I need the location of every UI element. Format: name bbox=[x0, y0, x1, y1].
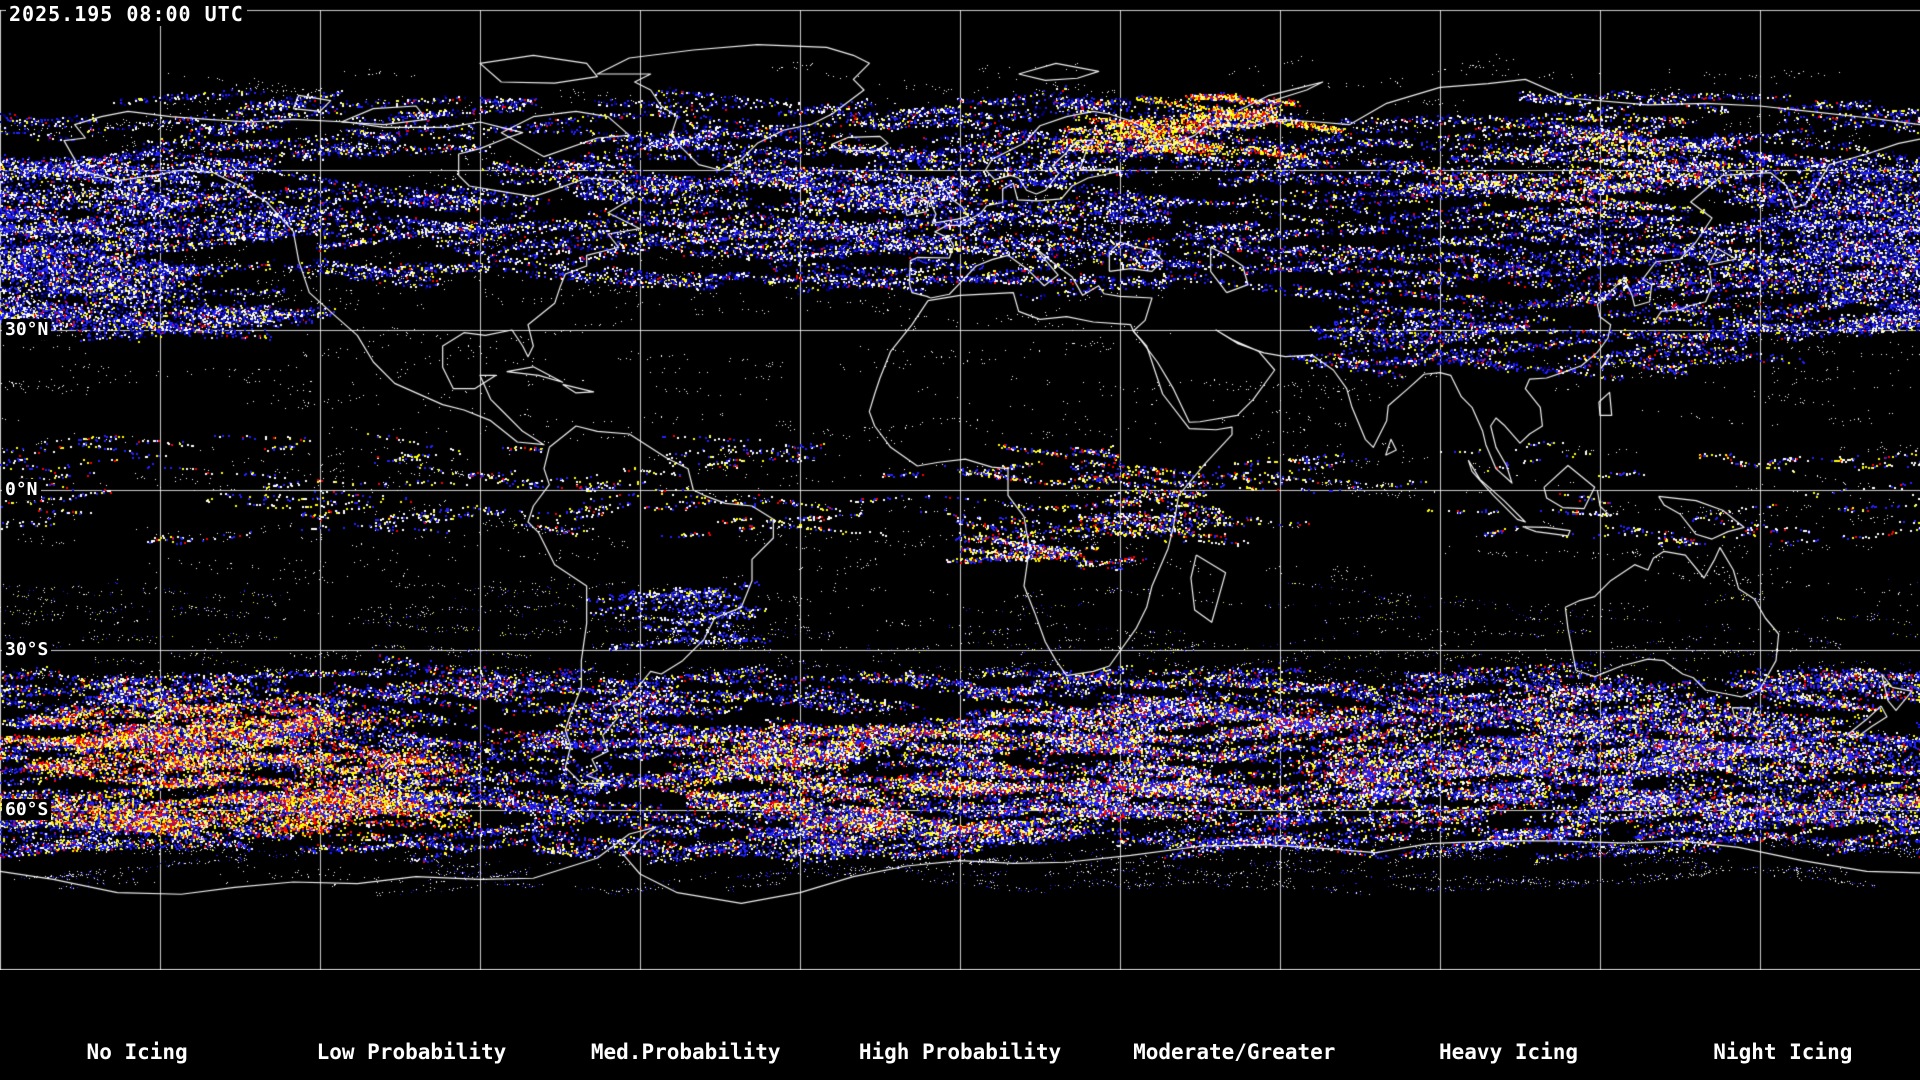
legend-label-line1: No Icing bbox=[86, 1040, 188, 1064]
legend-item-high-prob: High Probability of Light Icing bbox=[823, 970, 1097, 1080]
legend-label-line1: Heavy Icing bbox=[1439, 1040, 1579, 1064]
legend-label-line1: High Probability bbox=[858, 1040, 1062, 1064]
legend-label-no-icing-retrieval: No Icing Retrieval bbox=[80, 985, 194, 1080]
lat-label-30n: 30°N bbox=[2, 319, 52, 340]
lat-label-0n: 0°N bbox=[2, 479, 41, 500]
legend-item-no-icing-retrieval: No Icing Retrieval bbox=[0, 970, 274, 1080]
legend-item-med-prob: Med.Probability of Light Icing bbox=[549, 970, 823, 1080]
legend-label-line1: Night Icing bbox=[1713, 1040, 1853, 1064]
lat-label-60s: 60°S bbox=[2, 799, 52, 820]
legend-label-high-prob: High Probability of Light Icing bbox=[859, 985, 1061, 1080]
legend-label-heavy-icing: Heavy Icing bbox=[1439, 985, 1578, 1080]
lat-label-30s: 30°S bbox=[2, 639, 52, 660]
legend-bar: No Icing Retrieval Low Probability of Li… bbox=[0, 970, 1920, 1080]
legend-label-moderate-greater: Moderate/Greater Icing Likely bbox=[1133, 985, 1335, 1080]
legend-label-med-prob: Med.Probability of Light Icing bbox=[591, 985, 781, 1080]
legend-label-low-prob: Low Probability of Light Icing bbox=[317, 985, 507, 1080]
legend-item-night-icing: Night Icing bbox=[1646, 970, 1920, 1080]
legend-item-moderate-greater: Moderate/Greater Icing Likely bbox=[1097, 970, 1371, 1080]
global-icing-map-canvas bbox=[0, 0, 1920, 970]
legend-label-line1: Low Probability bbox=[316, 1040, 507, 1064]
legend-label-line1: Moderate/Greater bbox=[1133, 1040, 1336, 1064]
legend-item-heavy-icing: Heavy Icing bbox=[1371, 970, 1645, 1080]
legend-label-night-icing: Night Icing bbox=[1713, 985, 1852, 1080]
legend-label-line1: Med.Probability bbox=[590, 1040, 781, 1064]
timestamp-label: 2025.195 08:00 UTC bbox=[6, 2, 247, 26]
legend-item-low-prob: Low Probability of Light Icing bbox=[274, 970, 548, 1080]
